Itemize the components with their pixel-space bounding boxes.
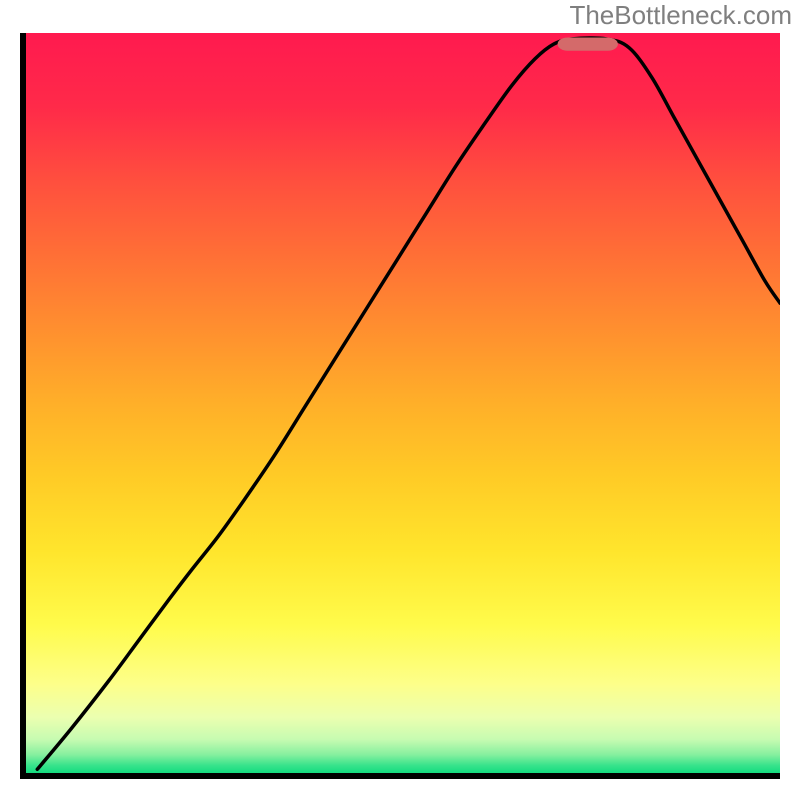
chart-container xyxy=(20,33,780,779)
optimal-marker xyxy=(558,37,618,50)
chart-svg xyxy=(20,33,780,779)
chart-gradient-background xyxy=(26,33,780,773)
watermark-text: TheBottleneck.com xyxy=(569,0,792,31)
